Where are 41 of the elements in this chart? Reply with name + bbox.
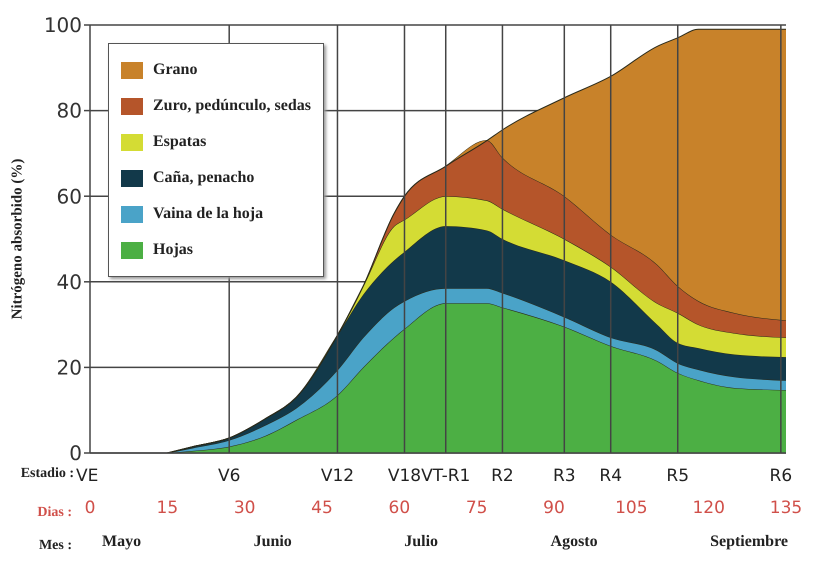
ref-line-label: R3 [552, 466, 576, 486]
x-tick-label: 90 [543, 498, 565, 518]
ref-line-label: R5 [666, 466, 690, 486]
x-tick-label: 15 [156, 498, 178, 518]
legend-label: Espatas [153, 133, 206, 151]
x-tick-label: 135 [770, 498, 802, 518]
x-tick-label: 45 [311, 498, 333, 518]
text: Junio [254, 533, 292, 551]
legend-label: Grano [153, 61, 198, 79]
x-tick-label: 0 [84, 498, 96, 518]
text: Agosto [550, 533, 598, 551]
x-tick-label: 75 [466, 498, 488, 518]
legend-label: Caña, penacho [153, 169, 254, 187]
ref-line-label: R6 [770, 466, 792, 486]
ref-line-label: R4 [599, 466, 622, 486]
x-tick-label: 30 [234, 498, 256, 518]
ref-line-label: V18 [388, 466, 422, 486]
x-axis-title: Dias : [37, 505, 72, 520]
text: Julio [404, 533, 438, 551]
ref-line-label: V6 [218, 466, 240, 486]
text: Septiembre [710, 533, 788, 551]
legend-label: Zuro, pedúnculo, sedas [153, 97, 311, 115]
y-tick-label: 0 [69, 441, 82, 466]
ref-line-label: V12 [320, 466, 354, 486]
y-axis-title: Nitrógeno absorbido (%) [9, 158, 26, 320]
y-tick-label: 40 [56, 270, 82, 294]
x-tick-label: 60 [388, 498, 410, 518]
y-tick-label: 20 [56, 356, 82, 380]
text: Mes : [38, 538, 72, 553]
ref-line-label: R2 [491, 466, 514, 486]
y-tick-label: 80 [56, 98, 82, 123]
legend-label: Hojas [153, 241, 193, 259]
ref-line-label: VT-R1 [421, 466, 470, 486]
x-tick-label: 105 [615, 498, 648, 518]
y-tick-label: 100 [44, 13, 82, 38]
x-tick-label: 120 [692, 498, 725, 518]
text: Estadio : [20, 466, 74, 481]
text: Mayo [102, 533, 142, 551]
text: VE [76, 466, 98, 486]
y-tick-label: 60 [56, 184, 82, 208]
legend-label: Vaina de la hoja [153, 205, 264, 223]
